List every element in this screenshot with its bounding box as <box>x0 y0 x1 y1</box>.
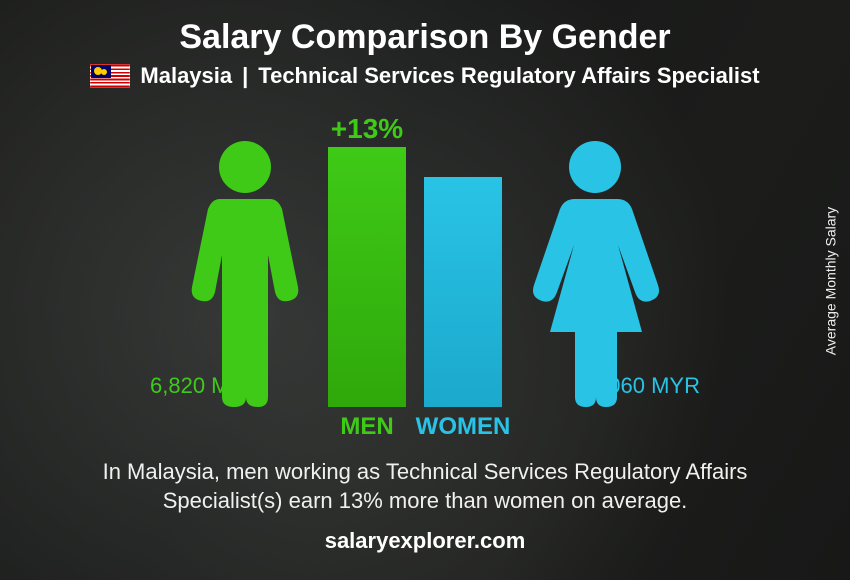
female-person-icon <box>520 137 670 407</box>
separator: | <box>242 63 248 89</box>
male-salary-value: 6,820 MYR <box>150 373 260 399</box>
female-icon-column: 6,060 MYR <box>520 137 670 407</box>
male-person-icon <box>180 137 310 407</box>
job-title-label: Technical Services Regulatory Affairs Sp… <box>258 63 759 89</box>
country-label: Malaysia <box>140 63 232 89</box>
male-bar-label: MEN <box>340 413 393 441</box>
female-salary-value: 6,060 MYR <box>590 373 700 399</box>
female-bar <box>424 177 502 407</box>
female-bar-label: WOMEN <box>416 413 511 441</box>
infographic-content: Salary Comparison By Gender Malaysia | T… <box>0 0 850 580</box>
male-bar-column: +13% MEN <box>328 113 406 407</box>
footer-source: salaryexplorer.com <box>30 528 820 560</box>
male-icon-column: 6,820 MYR <box>180 137 310 407</box>
pct-difference-label: +13% <box>331 113 403 145</box>
chart-area: Average Monthly Salary 6,820 MYR +13% ME… <box>30 97 820 449</box>
y-axis-label: Average Monthly Salary <box>822 207 838 355</box>
subtitle-row: Malaysia | Technical Services Regulatory… <box>30 63 820 89</box>
female-bar-column: WOMEN <box>424 177 502 407</box>
malaysia-flag-icon <box>90 64 130 88</box>
male-bar <box>328 147 406 407</box>
page-title: Salary Comparison By Gender <box>30 18 820 57</box>
description-text: In Malaysia, men working as Technical Se… <box>30 449 820 528</box>
